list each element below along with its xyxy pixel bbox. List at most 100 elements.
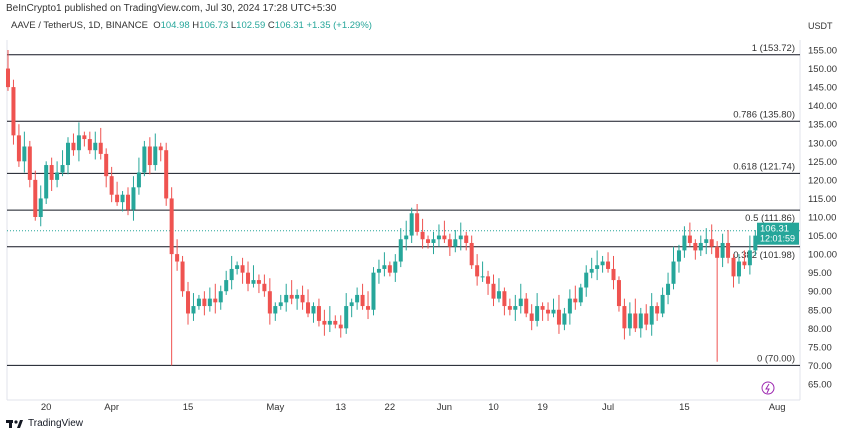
candle-body [693,242,698,251]
fib-level-label: 0.5 (111.86) [745,213,795,224]
candle-body [371,272,376,310]
candle-body [147,146,152,166]
x-tick-label: 19 [537,402,548,413]
high-label: H [192,20,200,31]
candle-body [11,87,16,136]
y-tick-label: 140.00 [808,101,837,112]
candle-body [338,324,343,329]
candle-body [191,306,196,314]
candle-body [136,172,141,188]
published-note: BeInCrypto1 published on TradingView.com… [6,3,337,14]
candle-body [240,265,245,273]
candle-body [273,306,278,314]
candle-body [327,320,332,325]
candle-body [524,298,529,314]
y-tick-label: 70.00 [808,361,832,372]
candle-body [6,68,10,88]
fib-level-label: 0.618 (121.74) [733,161,795,172]
candle-body [469,242,474,266]
candle-body [753,235,758,251]
candle-body [180,261,185,292]
candle-body [611,268,616,281]
x-tick-label: 10 [488,402,499,413]
candle-body [175,254,180,262]
candle-body [235,265,240,269]
candle-body [447,239,452,247]
candle-body [126,194,131,210]
candle-body [262,283,267,292]
candle-body [687,235,692,243]
candle-body [131,187,136,210]
candle-body [660,294,665,314]
low-label: L [230,20,237,31]
candle-body [306,302,311,314]
candle-body [704,239,709,243]
candle-body [202,298,207,307]
candle-body [224,280,229,292]
candle-body [731,257,736,277]
close-label: C [267,20,275,31]
candle-body [300,294,305,303]
candle-body [475,265,480,277]
price-tag-countdown: 12:01:59 [760,234,795,244]
candle-body [213,298,218,303]
candle-body [633,313,638,329]
candle-body [87,139,92,151]
candle-body [649,306,654,325]
candle-body [535,306,540,321]
candle-body [289,294,294,299]
x-tick-label: Apr [104,402,119,413]
candle-body [627,313,632,329]
price-tag [757,222,799,245]
candle-body [715,246,720,258]
candle-body [76,135,81,151]
candle-body [398,239,403,262]
candle-body [426,239,431,243]
candle-body [98,142,103,154]
y-tick-label: 135.00 [808,120,837,131]
candle-body [267,291,272,314]
candle-body [82,135,87,140]
candle-body [638,313,643,329]
candle-body [55,172,60,180]
candle-body [676,250,681,262]
x-tick-label: 13 [335,402,346,413]
y-tick-label: 155.00 [808,46,837,57]
low-value: 102.59 [236,20,266,31]
candle-body [218,291,223,303]
fib-level-label: 0 (70.00) [757,353,795,364]
tradingview-logo-icon [6,419,23,428]
candle-body [349,302,354,307]
x-tick-label: May [266,402,284,413]
candle-body [387,265,392,273]
x-tick-label: 15 [679,402,690,413]
candle-body [115,194,120,203]
event-marker-icon [761,381,775,395]
candle-body [546,309,551,314]
candle-body [480,276,485,278]
candle-body [502,291,507,307]
candle-body [355,294,360,303]
x-tick-label: Jun [437,402,452,413]
candle-body [322,320,327,325]
y-tick-label: 125.00 [808,157,837,168]
candle-body [229,268,234,281]
candle-body [666,283,671,295]
candle-body [578,287,583,303]
candle-body [698,242,703,251]
y-tick-label: 100.00 [808,250,837,261]
y-tick-label: 110.00 [808,212,836,223]
candle-body [366,306,371,310]
y-tick-label: 130.00 [808,138,837,149]
candle-body [486,276,491,284]
candle-body [316,306,321,321]
candle-body [584,272,589,288]
x-tick-label: 20 [41,402,52,413]
y-tick-label: 80.00 [808,324,832,335]
change-value: +1.35 (+1.29%) [306,20,372,31]
candle-body [60,165,65,173]
candle-body [513,306,518,310]
candle-body [169,198,174,255]
candle-body [33,179,38,217]
